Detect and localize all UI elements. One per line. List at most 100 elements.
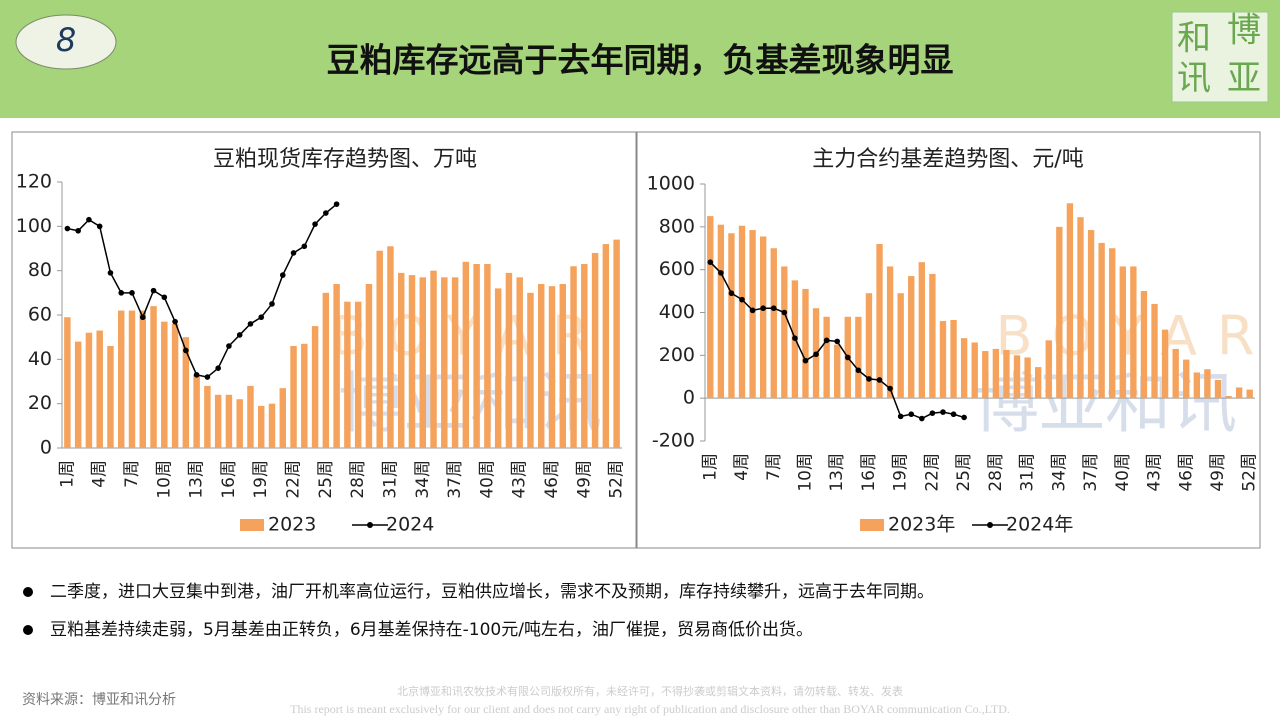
x-tick-label: 1周 — [57, 460, 77, 488]
bar — [1109, 248, 1116, 399]
bar — [1161, 329, 1169, 399]
legend-label: 2024 — [386, 514, 434, 536]
y-tick-label: 60 — [28, 304, 52, 326]
bar — [462, 261, 470, 448]
bar — [1077, 217, 1084, 399]
line-point — [760, 305, 766, 312]
bar — [1214, 379, 1222, 399]
bar — [398, 272, 405, 448]
x-tick-label: 49周 — [574, 460, 594, 499]
bar — [1045, 340, 1052, 399]
line-point — [739, 296, 745, 303]
line-point — [226, 343, 232, 349]
copyright: This report is meant exclusively for our… — [290, 702, 1010, 716]
line-point — [718, 270, 724, 276]
logo-char: 和 — [1177, 19, 1211, 59]
x-tick-label: 25周 — [954, 453, 974, 492]
bar — [876, 243, 883, 399]
bar — [1183, 359, 1190, 399]
x-tick-label: 28周 — [986, 453, 1006, 492]
bar — [1130, 266, 1137, 399]
bar — [971, 342, 978, 399]
bar — [430, 270, 437, 448]
line-point — [876, 377, 883, 383]
line-point — [96, 223, 103, 230]
bar — [738, 225, 746, 399]
bar — [236, 399, 243, 448]
x-tick-label: 1周 — [700, 453, 720, 481]
line-point — [961, 414, 967, 421]
line-point — [897, 413, 904, 420]
number-badge — [15, 14, 117, 70]
bar — [301, 343, 308, 448]
bar — [613, 239, 620, 448]
bar — [918, 262, 925, 399]
bar — [886, 266, 894, 399]
bar — [1225, 396, 1232, 399]
x-tick-label: 25周 — [316, 460, 336, 499]
line-point — [107, 270, 114, 276]
line-point — [728, 290, 735, 297]
line-point — [844, 354, 851, 361]
x-tick-label: 28周 — [348, 460, 368, 499]
logo-char: 讯 — [1177, 59, 1211, 99]
bar — [333, 283, 340, 448]
bar — [1013, 355, 1021, 399]
line-point — [823, 337, 830, 344]
bar — [505, 272, 513, 448]
bar — [171, 323, 179, 448]
x-tick-label: 19周 — [251, 460, 271, 499]
bar — [855, 316, 862, 399]
x-tick-label: 16周 — [859, 453, 879, 492]
y-tick-label: 800 — [659, 215, 695, 237]
x-tick-label: 49周 — [1208, 453, 1228, 492]
y-tick-label: 600 — [659, 258, 695, 280]
x-tick-label: 13周 — [187, 460, 207, 499]
bar — [365, 283, 373, 448]
legend-swatch — [987, 522, 993, 528]
line-point — [183, 347, 189, 354]
legend-label: 2024年 — [1006, 514, 1073, 536]
line-point — [333, 201, 340, 207]
bar — [591, 252, 599, 448]
bar — [538, 283, 545, 448]
bar — [581, 264, 588, 448]
x-tick-label: 16周 — [219, 460, 239, 499]
line-point — [215, 365, 221, 372]
line-point — [64, 225, 71, 232]
y-tick-label: 80 — [28, 259, 52, 281]
x-tick-label: 22周 — [922, 453, 942, 492]
bar — [1087, 230, 1095, 399]
y-tick-label: 100 — [16, 215, 52, 237]
legend-swatch — [240, 519, 264, 531]
bar — [419, 277, 426, 448]
line-point — [86, 216, 92, 223]
bar — [1193, 372, 1200, 399]
x-tick-label: 22周 — [284, 460, 304, 499]
bar — [225, 394, 233, 448]
bar — [311, 326, 319, 448]
legend-swatch — [367, 522, 373, 528]
line-point — [301, 243, 308, 250]
bar — [441, 277, 448, 448]
line-point — [150, 287, 157, 294]
line-point — [855, 367, 862, 374]
bar — [1235, 387, 1243, 399]
bar — [865, 293, 873, 399]
x-tick-label: 31周 — [1018, 453, 1038, 492]
bar — [1035, 367, 1042, 399]
line-point — [792, 335, 798, 342]
copyright: 北京博亚和讯农牧技术有限公司版权所有，未经许可，不得抄袭或剪辑文本资料，请勿转载… — [397, 684, 903, 698]
bar — [268, 403, 276, 448]
x-tick-label: 34周 — [413, 460, 433, 499]
line-point — [866, 376, 872, 382]
line-point — [279, 272, 286, 278]
bar — [1172, 348, 1179, 399]
bar — [204, 385, 211, 448]
bar — [1151, 303, 1158, 399]
x-tick-label: 40周 — [1113, 453, 1133, 492]
bar — [473, 264, 480, 448]
bar — [344, 301, 351, 448]
line-point — [269, 301, 275, 307]
